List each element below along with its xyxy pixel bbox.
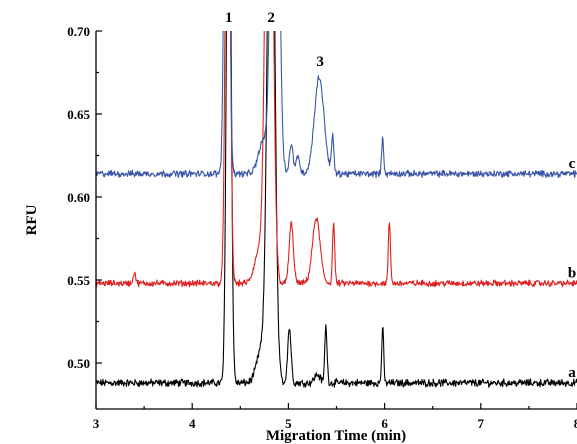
y-tick-label: 0.70 xyxy=(67,24,90,39)
peak-label-1: 1 xyxy=(225,10,233,26)
labels-layer: a b c 1 2 3 xyxy=(225,10,576,381)
series-layer xyxy=(96,31,577,388)
series-label-c: c xyxy=(569,156,576,172)
series-label-b: b xyxy=(568,265,576,281)
series-line-c xyxy=(96,31,577,179)
y-axis-label: RFU xyxy=(24,204,40,235)
x-tick-label: 7 xyxy=(478,416,485,431)
x-tick-label: 4 xyxy=(189,416,196,431)
y-tick-label: 0.55 xyxy=(67,273,90,288)
x-tick-label: 8 xyxy=(574,416,577,431)
series-line-a xyxy=(96,31,577,388)
y-tick-label: 0.60 xyxy=(67,190,90,205)
y-tick-label: 0.65 xyxy=(67,107,90,122)
x-axis-label: Migration Time (min) xyxy=(266,428,406,444)
peak-label-3: 3 xyxy=(316,54,324,70)
ticks-layer: 3 4 5 6 7 8 0.50 0.55 0.60 0.65 0.70 xyxy=(67,24,577,431)
peak-label-2: 2 xyxy=(267,10,275,26)
series-line-b xyxy=(96,31,577,288)
x-tick-label: 3 xyxy=(93,416,100,431)
y-tick-label: 0.50 xyxy=(67,356,90,371)
axes xyxy=(95,31,577,410)
series-label-a: a xyxy=(568,365,576,381)
x-tick-label: 5 xyxy=(285,416,292,431)
x-tick-label: 6 xyxy=(381,416,388,431)
